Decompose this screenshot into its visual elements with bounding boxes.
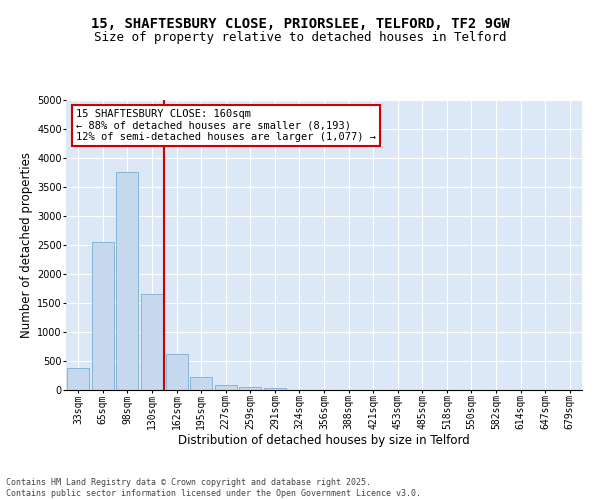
Bar: [264, 388, 286, 390]
Bar: [239, 388, 262, 390]
Bar: [166, 354, 188, 390]
Text: Size of property relative to detached houses in Telford: Size of property relative to detached ho…: [94, 31, 506, 44]
Text: 15 SHAFTESBURY CLOSE: 160sqm
← 88% of detached houses are smaller (8,193)
12% of: 15 SHAFTESBURY CLOSE: 160sqm ← 88% of de…: [76, 108, 376, 142]
Bar: [190, 376, 212, 390]
Y-axis label: Number of detached properties: Number of detached properties: [20, 152, 33, 338]
X-axis label: Distribution of detached houses by size in Telford: Distribution of detached houses by size …: [178, 434, 470, 446]
Bar: [67, 368, 89, 390]
Bar: [215, 385, 237, 390]
Bar: [92, 242, 114, 390]
Bar: [141, 294, 163, 390]
Text: 15, SHAFTESBURY CLOSE, PRIORSLEE, TELFORD, TF2 9GW: 15, SHAFTESBURY CLOSE, PRIORSLEE, TELFOR…: [91, 18, 509, 32]
Bar: [116, 172, 139, 390]
Text: Contains HM Land Registry data © Crown copyright and database right 2025.
Contai: Contains HM Land Registry data © Crown c…: [6, 478, 421, 498]
